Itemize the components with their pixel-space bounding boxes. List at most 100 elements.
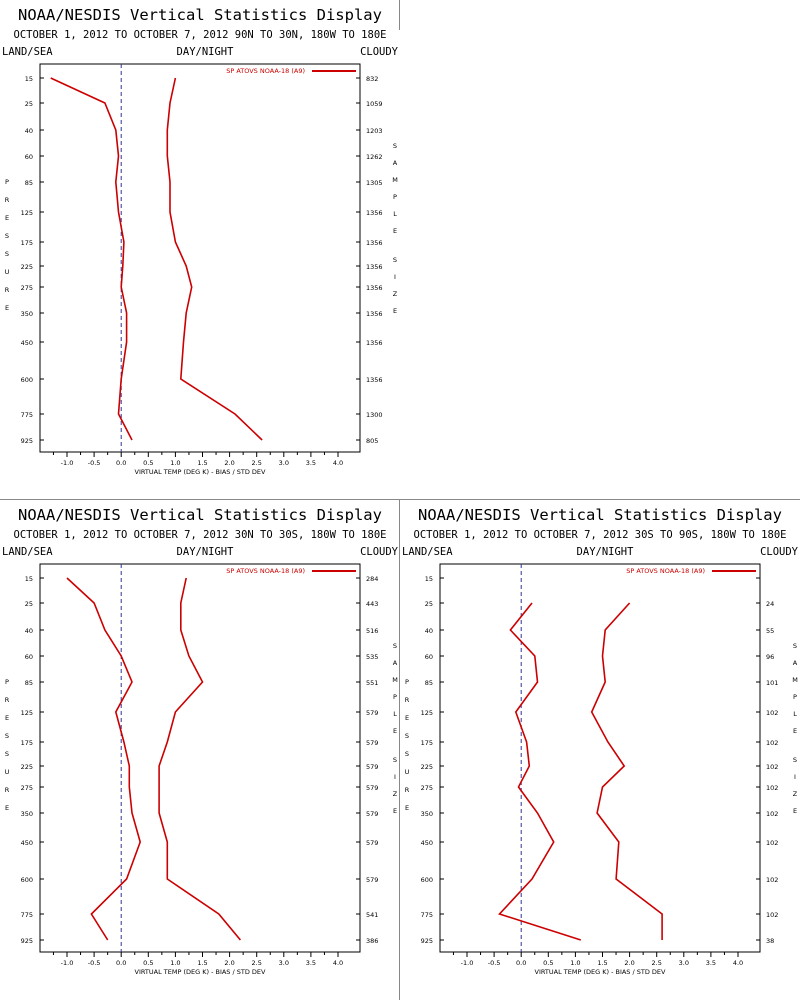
pressure-level-label: 350 — [21, 810, 33, 818]
pressure-level-label: 125 — [21, 709, 33, 717]
panel-divider-vertical-top — [399, 0, 400, 30]
pressure-level-label: 275 — [21, 284, 33, 292]
sample-size-label: 1300 — [366, 411, 383, 419]
x-tick-label: 1.0 — [170, 959, 180, 967]
x-tick-label: 3.0 — [279, 959, 289, 967]
sample-size-label: 579 — [366, 709, 378, 717]
right-axis-label-letter: P — [793, 693, 797, 701]
pressure-level-label: 275 — [21, 784, 33, 792]
y-axis-label-letter: P — [5, 678, 9, 686]
series-line-std-dev — [166, 77, 263, 441]
sample-size-label: 284 — [366, 575, 378, 583]
sample-size-label: 1356 — [366, 310, 383, 318]
pressure-level-label: 60 — [425, 653, 433, 661]
chart-subtitle: OCTOBER 1, 2012 TO OCTOBER 7, 2012 90N T… — [14, 29, 387, 41]
sample-size-label: 1203 — [366, 127, 383, 135]
sample-size-label: 579 — [366, 810, 378, 818]
sample-size-label: 102 — [766, 739, 778, 747]
x-axis-label: VIRTUAL TEMP (DEG K) - BIAS / STD DEV — [135, 468, 267, 476]
chart-title: NOAA/NESDIS Vertical Statistics Display — [418, 506, 782, 524]
x-tick-label: 1.0 — [170, 459, 180, 467]
sample-size-label: 55 — [766, 627, 774, 635]
x-tick-label: -0.5 — [88, 459, 101, 467]
pressure-level-label: 225 — [421, 763, 433, 771]
sample-size-label: 579 — [366, 763, 378, 771]
x-tick-label: 0.0 — [116, 959, 126, 967]
pressure-level-label: 450 — [21, 839, 33, 847]
x-tick-label: 2.0 — [224, 959, 234, 967]
x-tick-label: 3.5 — [306, 459, 316, 467]
pressure-level-label: 925 — [21, 437, 33, 445]
pressure-level-label: 350 — [21, 310, 33, 318]
x-tick-label: 3.5 — [706, 959, 716, 967]
series-line-bias — [66, 577, 142, 941]
right-axis-label-letter: Z — [393, 790, 398, 798]
sample-size-label: 1356 — [366, 339, 383, 347]
y-axis-label-letter: S — [405, 732, 409, 740]
sample-size-label: 1356 — [366, 209, 383, 217]
x-tick-label: 3.0 — [279, 459, 289, 467]
pressure-level-label: 925 — [21, 937, 33, 945]
chart-panel: NOAA/NESDIS Vertical Statistics Display O… — [0, 500, 400, 1000]
corner-label-land-sea: LAND/SEA — [2, 546, 53, 558]
right-axis-label-letter: P — [393, 693, 397, 701]
pressure-level-label: 85 — [425, 679, 433, 687]
right-axis-label-letter: L — [393, 210, 397, 218]
series-line-bias — [50, 77, 133, 441]
pressure-level-label: 25 — [25, 600, 33, 608]
x-tick-label: 3.0 — [679, 959, 689, 967]
x-tick-label: 2.0 — [624, 959, 634, 967]
y-axis-label-letter: S — [5, 250, 9, 258]
sample-size-label: 102 — [766, 763, 778, 771]
corner-label-day-night: DAY/NIGHT — [177, 46, 235, 58]
sample-size-label: 1059 — [366, 100, 383, 108]
y-axis-label-letter: U — [405, 768, 410, 776]
pressure-level-label: 600 — [421, 876, 433, 884]
sample-size-label: 579 — [366, 839, 378, 847]
sample-size-label: 38 — [766, 937, 774, 945]
right-axis-label-letter: A — [393, 659, 398, 667]
plot-frame — [39, 63, 361, 453]
chart-svg: NOAA/NESDIS Vertical Statistics Display O… — [2, 6, 399, 476]
right-axis-label-letter: E — [393, 227, 397, 235]
pressure-level-label: 225 — [21, 763, 33, 771]
chart-subtitle: OCTOBER 1, 2012 TO OCTOBER 7, 2012 30N T… — [14, 529, 387, 541]
x-tick-label: 2.5 — [252, 959, 262, 967]
right-axis-label-letter: S — [393, 642, 397, 650]
pressure-level-label: 175 — [21, 739, 33, 747]
sample-size-label: 579 — [366, 739, 378, 747]
y-axis-label-letter: S — [5, 232, 9, 240]
sample-size-label: 1356 — [366, 263, 383, 271]
x-tick-label: -0.5 — [88, 959, 101, 967]
pressure-level-label: 775 — [21, 411, 33, 419]
y-axis-label-letter: U — [5, 268, 10, 276]
sample-size-label: 102 — [766, 839, 778, 847]
chart-panel: NOAA/NESDIS Vertical Statistics Display O… — [400, 500, 800, 1000]
plot-frame — [39, 563, 361, 953]
sample-size-label: 102 — [766, 709, 778, 717]
right-axis-label-letter: S — [393, 756, 397, 764]
right-axis-label-letter: L — [393, 710, 397, 718]
pressure-level-label: 85 — [25, 679, 33, 687]
pressure-level-label: 450 — [21, 339, 33, 347]
y-axis-label-letter: R — [405, 696, 410, 704]
pressure-level-label: 175 — [421, 739, 433, 747]
right-axis-label-letter: L — [793, 710, 797, 718]
right-axis-label-letter: E — [393, 307, 397, 315]
right-axis-label-letter: S — [393, 256, 397, 264]
right-axis-label-letter: A — [393, 159, 398, 167]
right-axis-label-letter: S — [793, 756, 797, 764]
pressure-level-label: 275 — [421, 784, 433, 792]
chart-svg: NOAA/NESDIS Vertical Statistics Display O… — [402, 506, 799, 976]
right-axis-label-letter: I — [394, 273, 396, 281]
legend-label: SP ATOVS NOAA-18 (A9) — [226, 567, 305, 575]
chart-title: NOAA/NESDIS Vertical Statistics Display — [18, 506, 382, 524]
y-axis-label-letter: S — [5, 750, 9, 758]
y-axis-label-letter: E — [405, 804, 409, 812]
sample-size-label: 1305 — [366, 179, 383, 187]
legend-label: SP ATOVS NOAA-18 (A9) — [626, 567, 705, 575]
right-axis-label-letter: P — [393, 193, 397, 201]
corner-label-cloudy: CLOUDY — [360, 546, 399, 558]
y-axis-label-letter: E — [405, 714, 409, 722]
x-tick-label: 0.0 — [516, 959, 526, 967]
